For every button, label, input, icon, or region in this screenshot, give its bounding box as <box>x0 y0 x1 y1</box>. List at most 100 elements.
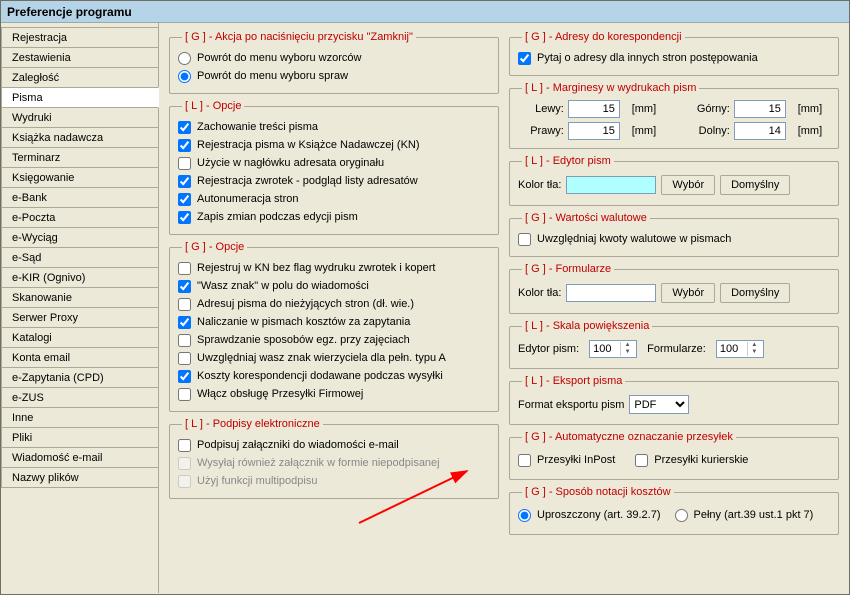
chk-address-deceased[interactable] <box>178 298 191 311</box>
btn-default-color-forms[interactable]: Domyślny <box>720 283 790 303</box>
group-cost-notation: [ G ] - Sposób notacji kosztów Uproszczo… <box>509 486 839 535</box>
chk-header-original[interactable] <box>178 157 191 170</box>
input-editor-scale[interactable] <box>590 343 620 355</box>
chk-multisign <box>178 475 191 488</box>
color-swatch-forms[interactable] <box>566 284 656 302</box>
left-column: [ G ] - Akcja po naciśnięciu przycisku "… <box>169 31 499 585</box>
chk-wasz-znak[interactable] <box>178 280 191 293</box>
group-l-options: [ L ] - Opcje Zachowanie treści pisma Re… <box>169 100 499 235</box>
legend: [ L ] - Edytor pism <box>522 155 614 167</box>
chk-inpost[interactable] <box>518 454 531 467</box>
label: Zapis zmian podczas edycji pism <box>197 211 358 223</box>
label-top: Górny: <box>684 103 730 115</box>
chk-company-ship[interactable] <box>178 388 191 401</box>
chk-register-kn[interactable] <box>178 139 191 152</box>
arrow-up-icon[interactable]: ▲ <box>621 342 634 349</box>
input-margin-top[interactable] <box>734 100 786 118</box>
sidebar-tab[interactable]: e-Bank <box>1 187 158 208</box>
sidebar-tab[interactable]: e-Zapytania (CPD) <box>1 367 158 388</box>
chk-autonumber[interactable] <box>178 193 191 206</box>
radio-cost-simple[interactable] <box>518 509 531 522</box>
label-export-format: Format eksportu pism <box>518 399 624 411</box>
label: Podpisuj załączniki do wiadomości e-mail <box>197 439 399 451</box>
label: Pytaj o adresy dla innych stron postępow… <box>537 52 758 64</box>
sidebar-tab[interactable]: Pliki <box>1 427 158 448</box>
group-currency: [ G ] - Wartości walutowe Uwzględniaj kw… <box>509 212 839 257</box>
label: Przesyłki kurierskie <box>654 454 748 466</box>
spin-editor-scale[interactable]: ▲▼ <box>589 340 637 358</box>
sidebar-tab[interactable]: Wiadomość e-mail <box>1 447 158 468</box>
input-margin-right[interactable] <box>568 122 620 140</box>
label: Powrót do menu wyboru wzorców <box>197 52 361 64</box>
sidebar-tab[interactable]: Serwer Proxy <box>1 307 158 328</box>
radio-return-cases[interactable] <box>178 70 191 83</box>
sidebar-tab[interactable]: e-KIR (Ognivo) <box>1 267 158 288</box>
sidebar-tab[interactable]: e-Sąd <box>1 247 158 268</box>
chk-check-exec[interactable] <box>178 334 191 347</box>
sidebar-tab[interactable]: Terminarz <box>1 147 158 168</box>
chk-currency[interactable] <box>518 233 531 246</box>
sidebar-tab[interactable]: Inne <box>1 407 158 428</box>
sidebar-tab[interactable]: e-Poczta <box>1 207 158 228</box>
chk-save-edits[interactable] <box>178 211 191 224</box>
radio-return-templates[interactable] <box>178 52 191 65</box>
sidebar-tab[interactable]: Wydruki <box>1 107 158 128</box>
sidebar-tab[interactable]: Rejestracja <box>1 27 158 48</box>
chk-corresp-costs[interactable] <box>178 370 191 383</box>
select-export-format[interactable]: PDF <box>629 395 689 414</box>
label: Adresuj pisma do nieżyjących stron (dł. … <box>197 298 414 310</box>
arrow-up-icon[interactable]: ▲ <box>748 342 761 349</box>
chk-register-returns[interactable] <box>178 175 191 188</box>
label: Koszty korespondencji dodawane podczas w… <box>197 370 443 382</box>
chk-ask-addresses[interactable] <box>518 52 531 65</box>
label: Rejestracja zwrotek - podgląd listy adre… <box>197 175 418 187</box>
sidebar-tab[interactable]: e-Wyciąg <box>1 227 158 248</box>
chk-keep-content[interactable] <box>178 121 191 134</box>
label: Przesyłki InPost <box>537 454 615 466</box>
spin-forms-scale[interactable]: ▲▼ <box>716 340 764 358</box>
chk-calc-costs[interactable] <box>178 316 191 329</box>
legend: [ G ] - Automatyczne oznaczanie przesyłe… <box>522 431 736 443</box>
label: Pełny (art.39 ust.1 pkt 7) <box>694 509 814 521</box>
unit: [mm] <box>632 125 664 137</box>
sidebar-tab[interactable]: Zestawienia <box>1 47 158 68</box>
btn-choose-color-editor[interactable]: Wybór <box>661 175 715 195</box>
radio-cost-full[interactable] <box>675 509 688 522</box>
label: Powrót do menu wyboru spraw <box>197 70 348 82</box>
group-auto-ship: [ G ] - Automatyczne oznaczanie przesyłe… <box>509 431 839 480</box>
input-margin-left[interactable] <box>568 100 620 118</box>
label-bgcolor: Kolor tła: <box>518 179 561 191</box>
label: Rejestracja pisma w Książce Nadawczej (K… <box>197 139 420 151</box>
input-margin-bottom[interactable] <box>734 122 786 140</box>
chk-courier[interactable] <box>635 454 648 467</box>
label-forms-scale: Formularze: <box>647 343 706 355</box>
unit: [mm] <box>798 125 830 137</box>
label: Uproszczony (art. 39.2.7) <box>537 509 661 521</box>
sidebar-tab[interactable]: Książka nadawcza <box>1 127 158 148</box>
chk-kn-noflags[interactable] <box>178 262 191 275</box>
sidebar-tab[interactable]: Skanowanie <box>1 287 158 308</box>
label: Użyj funkcji multipodpisu <box>197 475 317 487</box>
chk-sign-attach[interactable] <box>178 439 191 452</box>
arrow-down-icon[interactable]: ▼ <box>748 349 761 356</box>
chk-creditor-sign[interactable] <box>178 352 191 365</box>
legend: [ G ] - Sposób notacji kosztów <box>522 486 674 498</box>
btn-choose-color-forms[interactable]: Wybór <box>661 283 715 303</box>
label-bgcolor: Kolor tła: <box>518 287 561 299</box>
label: Włącz obsługę Przesyłki Firmowej <box>197 388 363 400</box>
group-export: [ L ] - Eksport pisma Format eksportu pi… <box>509 375 839 425</box>
legend: [ G ] - Formularze <box>522 263 614 275</box>
sidebar-tab[interactable]: Księgowanie <box>1 167 158 188</box>
input-forms-scale[interactable] <box>717 343 747 355</box>
sidebar-tab[interactable]: Pisma <box>1 87 159 108</box>
sidebar-tab[interactable]: Katalogi <box>1 327 158 348</box>
label: Autonumeracja stron <box>197 193 299 205</box>
sidebar-tab[interactable]: Zaległość <box>1 67 158 88</box>
sidebar-tab[interactable]: e-ZUS <box>1 387 158 408</box>
sidebar-tab[interactable]: Nazwy plików <box>1 467 158 488</box>
sidebar-tab[interactable]: Konta email <box>1 347 158 368</box>
btn-default-color-editor[interactable]: Domyślny <box>720 175 790 195</box>
color-swatch-editor[interactable] <box>566 176 656 194</box>
arrow-down-icon[interactable]: ▼ <box>621 349 634 356</box>
group-forms: [ G ] - Formularze Kolor tła: Wybór Domy… <box>509 263 839 314</box>
